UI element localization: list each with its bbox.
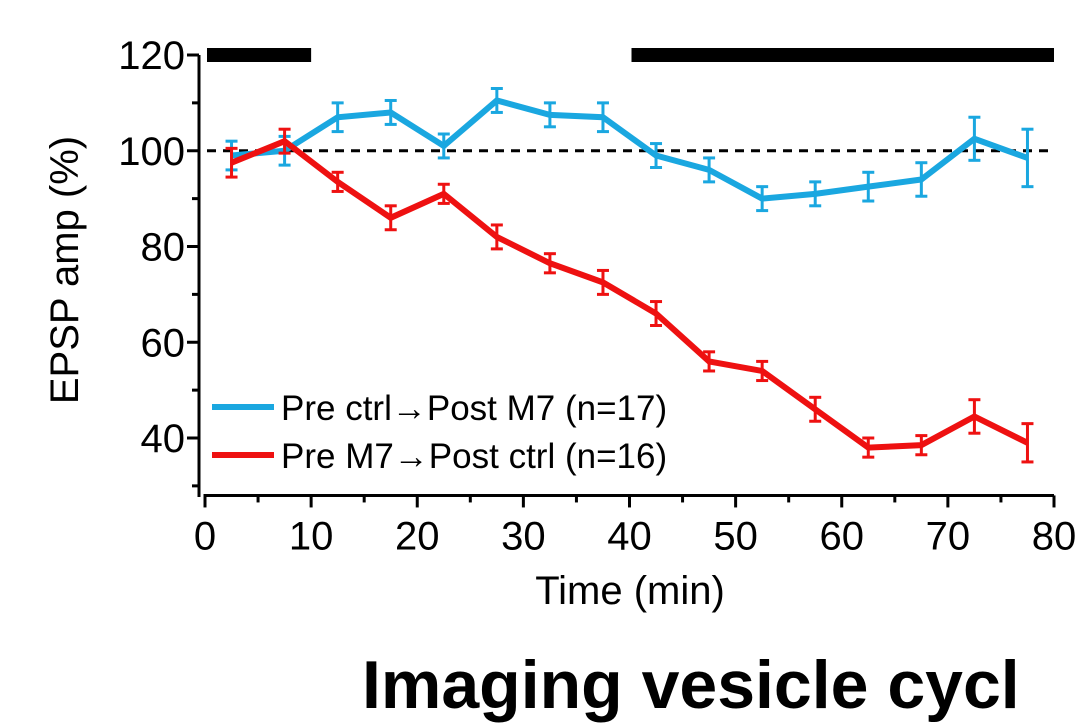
x-tick-label: 70: [926, 514, 971, 558]
series-1: [225, 127, 1034, 464]
x-tick-label: 60: [820, 514, 865, 558]
post-drug-bar: [631, 48, 1054, 62]
error-bar: [331, 170, 344, 193]
error-bar: [596, 268, 609, 296]
section-heading-cut-off: Imaging vesicle cycl: [362, 647, 1020, 723]
legend-label-pre-m7-post-ctrl: Pre M7→Post ctrl (n=16): [281, 437, 667, 476]
error-bar: [596, 101, 609, 134]
error-bar: [756, 359, 769, 383]
y-axis-title: EPSP amp (%): [43, 136, 87, 404]
error-bar: [1021, 127, 1034, 189]
y-tick-label: 60: [141, 321, 186, 365]
error-bar: [384, 204, 397, 232]
error-bar: [543, 252, 556, 275]
error-bar: [543, 101, 556, 129]
error-bar: [703, 156, 716, 184]
error-bar: [437, 182, 450, 205]
y-tick-label: 40: [141, 417, 186, 461]
error-bar: [490, 223, 503, 251]
error-bar: [490, 87, 503, 114]
error-bar: [437, 132, 450, 160]
series-line-1: [230, 137, 1029, 451]
x-tick-label: 80: [1032, 514, 1077, 558]
error-bar: [862, 436, 875, 459]
error-bar: [225, 146, 238, 179]
series-0: [225, 87, 1034, 213]
pre-drug-bar: [207, 48, 312, 62]
x-tick-label: 10: [289, 514, 334, 558]
x-tick-label: 30: [501, 514, 546, 558]
error-bar: [915, 161, 928, 198]
y-tick-label: 100: [118, 130, 185, 174]
x-axis-ticks: 0 10 20 30 40 50 60 70 80: [194, 495, 1076, 558]
error-bar: [756, 185, 769, 213]
error-bar: [915, 434, 928, 457]
error-bar: [384, 98, 397, 126]
x-tick-label: 40: [607, 514, 652, 558]
error-bar: [331, 101, 344, 134]
chart-legend: Pre ctrl→Post M7 (n=17) Pre M7→Post ctrl…: [212, 389, 667, 476]
error-bar: [862, 170, 875, 203]
error-bar: [809, 395, 822, 423]
x-tick-label: 20: [395, 514, 440, 558]
epsp-line-chart: 0 10 20 30 40 50 60 70 80 40 60 80 100 120 Time (min…: [43, 34, 1077, 613]
error-bar: [1021, 422, 1034, 464]
x-axis-title: Time (min): [535, 569, 725, 613]
error-bar: [809, 180, 822, 208]
y-axis-ticks: 40 60 80 100 120: [118, 34, 199, 488]
x-tick-label: 50: [713, 514, 758, 558]
x-tick-label: 0: [194, 514, 216, 558]
error-bar: [703, 350, 716, 373]
error-bar: [968, 115, 981, 162]
y-tick-label: 80: [141, 226, 186, 270]
legend-label-pre-ctrl-post-m7: Pre ctrl→Post M7 (n=17): [281, 389, 667, 428]
error-bar: [650, 300, 663, 327]
series-layer: [225, 87, 1034, 464]
series-line-0: [231, 97, 1029, 202]
drug-application-bars: [207, 48, 1054, 62]
error-bar: [278, 127, 291, 155]
error-bar: [650, 142, 663, 170]
error-bar: [968, 398, 981, 435]
y-tick-label: 120: [118, 34, 185, 78]
